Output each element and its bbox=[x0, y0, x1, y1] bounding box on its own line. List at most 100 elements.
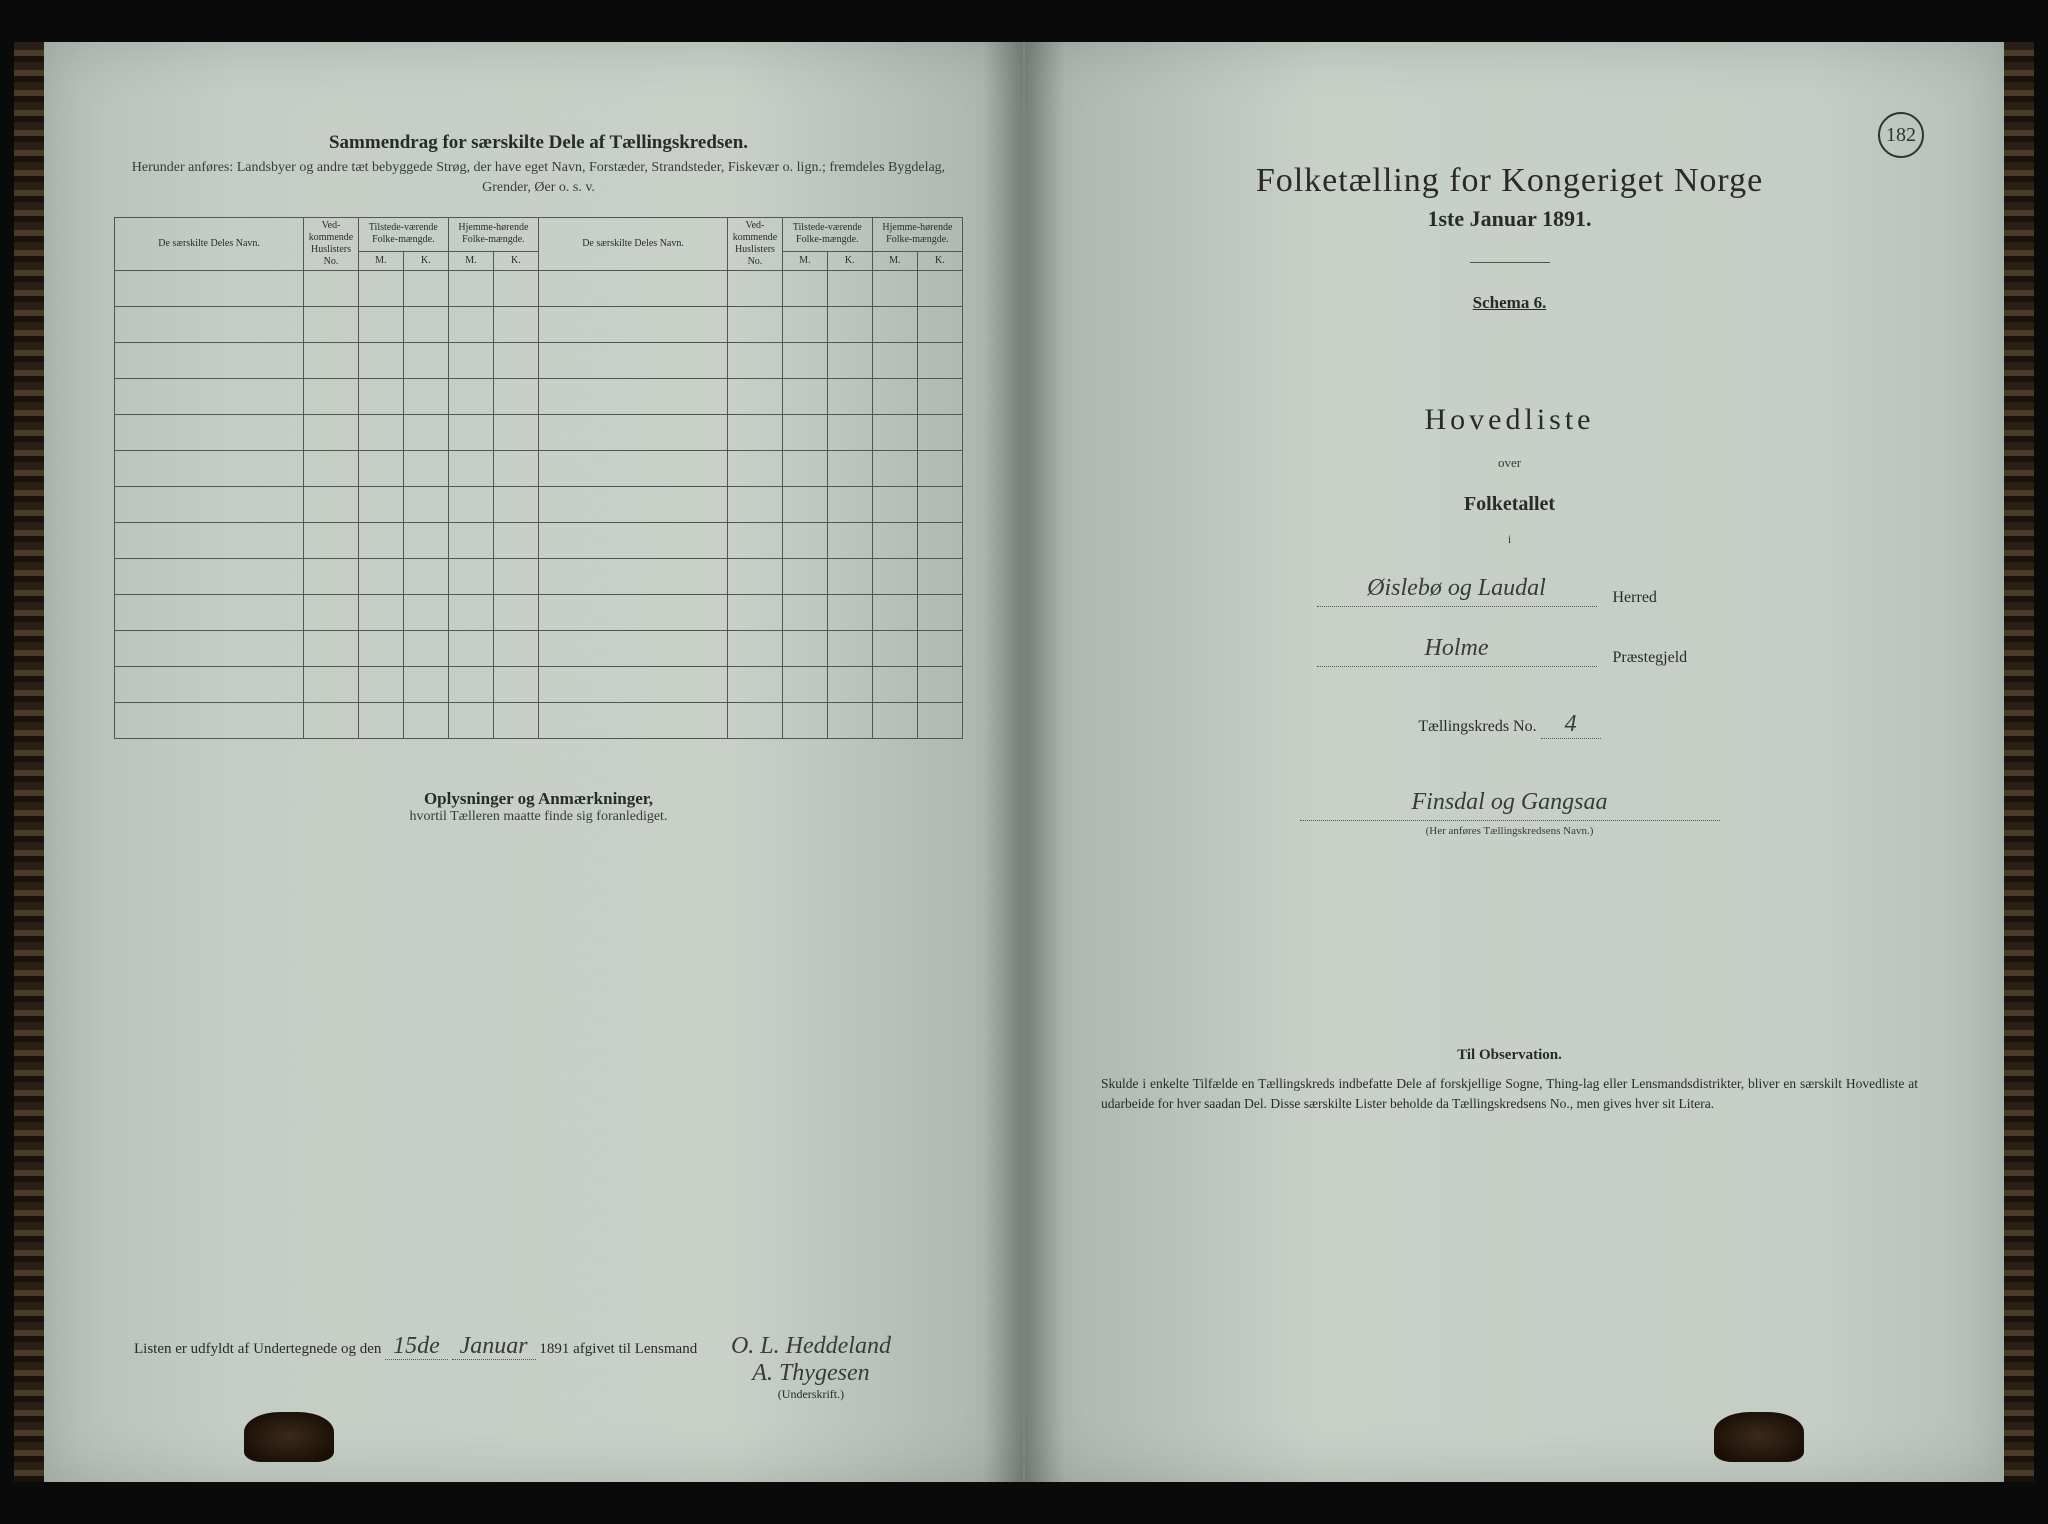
table-cell bbox=[782, 307, 827, 343]
table-cell bbox=[917, 595, 962, 631]
table-cell bbox=[538, 415, 727, 451]
th-k: K. bbox=[917, 251, 962, 271]
notes-subtitle: hvortil Tælleren maatte finde sig foranl… bbox=[114, 809, 963, 825]
table-cell bbox=[448, 631, 493, 667]
table-cell bbox=[358, 703, 403, 739]
table-cell bbox=[493, 703, 538, 739]
table-cell bbox=[448, 415, 493, 451]
table-cell bbox=[403, 631, 448, 667]
table-cell bbox=[827, 703, 872, 739]
table-row bbox=[115, 487, 963, 523]
folketallet-label: Folketallet bbox=[1085, 493, 1934, 516]
table-cell bbox=[728, 631, 783, 667]
table-cell bbox=[827, 271, 872, 307]
th-k: K. bbox=[827, 251, 872, 271]
table-cell bbox=[403, 559, 448, 595]
kreds-name: Finsdal og Gangsaa bbox=[1300, 789, 1720, 821]
table-cell bbox=[358, 523, 403, 559]
table-row bbox=[115, 559, 963, 595]
hovedliste-heading: Hovedliste bbox=[1085, 403, 1934, 437]
table-cell bbox=[872, 631, 917, 667]
kreds-label: Tællingskreds No. bbox=[1418, 718, 1536, 735]
th-k: K. bbox=[403, 251, 448, 271]
table-row bbox=[115, 667, 963, 703]
th-husliste-2: Ved-kommende Huslisters No. bbox=[728, 218, 783, 271]
census-date: 1ste Januar 1891. bbox=[1085, 206, 1934, 232]
table-cell bbox=[304, 379, 359, 415]
table-cell bbox=[827, 307, 872, 343]
table-cell bbox=[782, 487, 827, 523]
table-cell bbox=[872, 559, 917, 595]
table-row bbox=[115, 631, 963, 667]
table-cell bbox=[403, 271, 448, 307]
book-spread: Sammendrag for særskilte Dele af Tælling… bbox=[44, 42, 2004, 1482]
table-cell bbox=[493, 631, 538, 667]
table-cell bbox=[827, 523, 872, 559]
table-cell bbox=[304, 559, 359, 595]
table-cell bbox=[872, 523, 917, 559]
table-cell bbox=[403, 307, 448, 343]
table-cell bbox=[917, 523, 962, 559]
th-m: M. bbox=[448, 251, 493, 271]
table-cell bbox=[728, 343, 783, 379]
table-cell bbox=[782, 703, 827, 739]
table-cell bbox=[304, 307, 359, 343]
table-cell bbox=[115, 667, 304, 703]
table-cell bbox=[538, 667, 727, 703]
table-cell bbox=[872, 595, 917, 631]
table-cell bbox=[917, 703, 962, 739]
table-cell bbox=[115, 379, 304, 415]
left-footer: Listen er udfyldt af Undertegnede og den… bbox=[134, 1333, 963, 1402]
table-cell bbox=[115, 703, 304, 739]
table-cell bbox=[403, 595, 448, 631]
table-cell bbox=[358, 343, 403, 379]
table-cell bbox=[358, 415, 403, 451]
table-cell bbox=[448, 667, 493, 703]
table-cell bbox=[538, 595, 727, 631]
table-cell bbox=[917, 343, 962, 379]
table-cell bbox=[493, 451, 538, 487]
table-cell bbox=[448, 343, 493, 379]
table-cell bbox=[538, 307, 727, 343]
praestegjeld-label: Præstegjeld bbox=[1613, 649, 1703, 667]
table-cell bbox=[358, 631, 403, 667]
table-cell bbox=[358, 271, 403, 307]
book-clip-icon bbox=[1714, 1412, 1804, 1462]
table-cell bbox=[403, 343, 448, 379]
table-cell bbox=[538, 343, 727, 379]
table-cell bbox=[782, 559, 827, 595]
table-cell bbox=[827, 667, 872, 703]
table-row bbox=[115, 271, 963, 307]
table-cell bbox=[827, 595, 872, 631]
signature-2: A. Thygesen bbox=[752, 1360, 869, 1386]
table-cell bbox=[304, 271, 359, 307]
table-row bbox=[115, 343, 963, 379]
table-cell bbox=[304, 667, 359, 703]
table-cell bbox=[782, 595, 827, 631]
table-cell bbox=[403, 415, 448, 451]
table-row bbox=[115, 595, 963, 631]
table-cell bbox=[728, 451, 783, 487]
table-cell bbox=[448, 307, 493, 343]
table-cell bbox=[304, 451, 359, 487]
signature-1: O. L. Heddeland bbox=[731, 1333, 891, 1359]
table-cell bbox=[403, 487, 448, 523]
table-cell bbox=[872, 667, 917, 703]
table-cell bbox=[493, 307, 538, 343]
right-page: 182 Folketælling for Kongeriget Norge 1s… bbox=[1025, 42, 2004, 1482]
table-cell bbox=[782, 271, 827, 307]
praestegjeld-row: Holme Præstegjeld bbox=[1085, 635, 1934, 667]
table-cell bbox=[917, 667, 962, 703]
table-cell bbox=[728, 379, 783, 415]
table-cell bbox=[917, 451, 962, 487]
table-row bbox=[115, 415, 963, 451]
table-cell bbox=[538, 271, 727, 307]
page-edge-right bbox=[2004, 42, 2034, 1482]
table-cell bbox=[538, 559, 727, 595]
table-cell bbox=[827, 487, 872, 523]
table-cell bbox=[493, 379, 538, 415]
table-cell bbox=[538, 487, 727, 523]
footer-year: 1891 bbox=[539, 1341, 569, 1357]
table-cell bbox=[872, 451, 917, 487]
table-cell bbox=[358, 667, 403, 703]
